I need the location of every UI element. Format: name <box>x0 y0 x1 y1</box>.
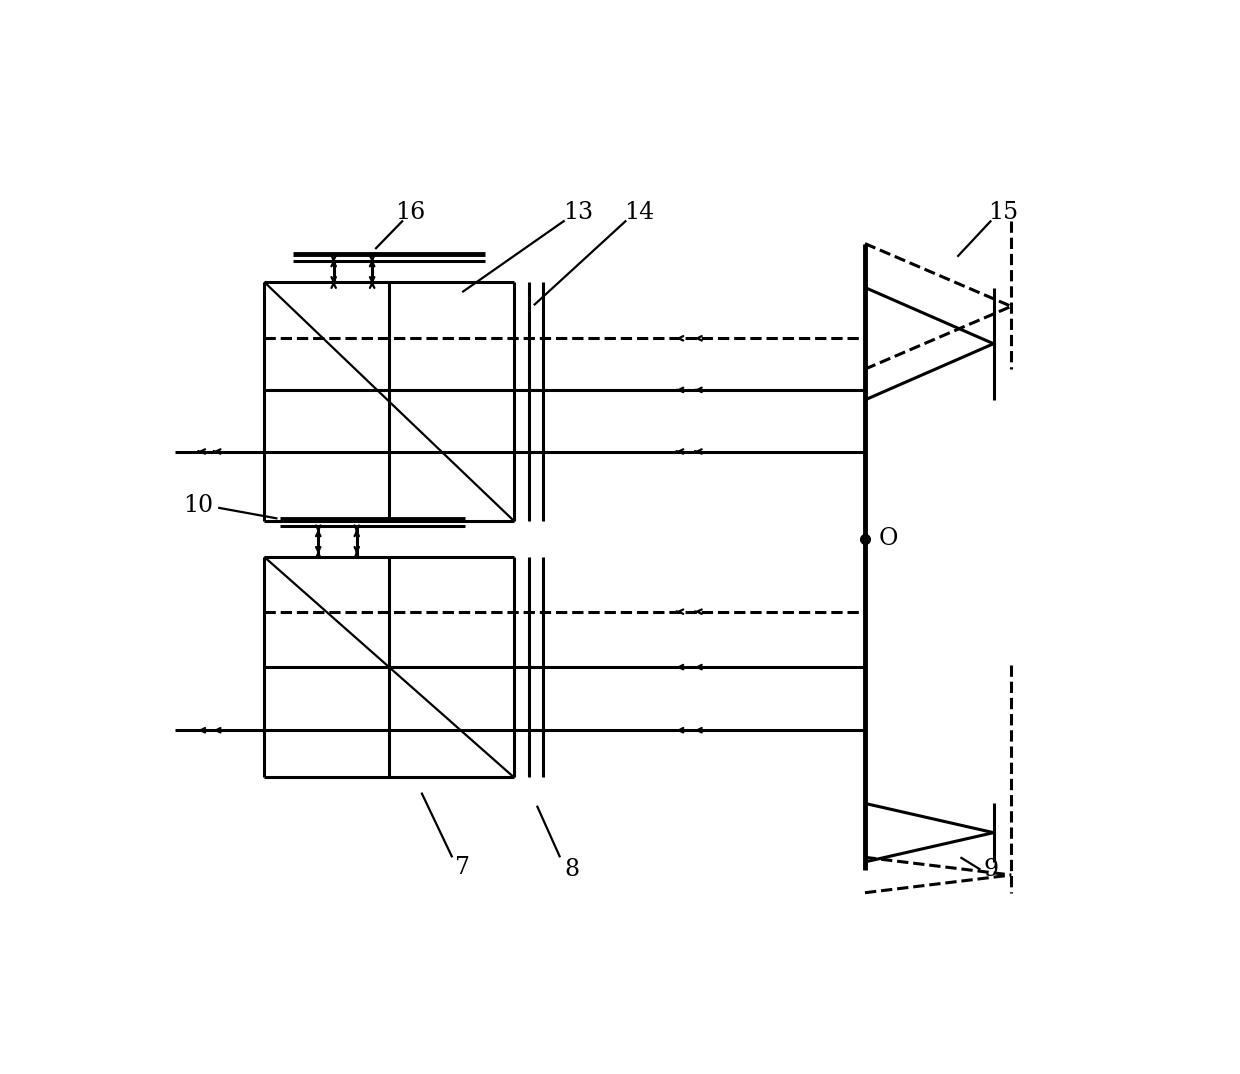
Text: O: O <box>878 527 898 550</box>
Text: 14: 14 <box>624 201 655 224</box>
Text: 8: 8 <box>564 858 580 881</box>
Text: 9: 9 <box>983 858 998 881</box>
Text: 10: 10 <box>184 494 213 517</box>
Text: 15: 15 <box>988 201 1018 224</box>
Text: 7: 7 <box>455 856 470 879</box>
Text: 13: 13 <box>563 201 593 224</box>
Text: 16: 16 <box>396 201 425 224</box>
